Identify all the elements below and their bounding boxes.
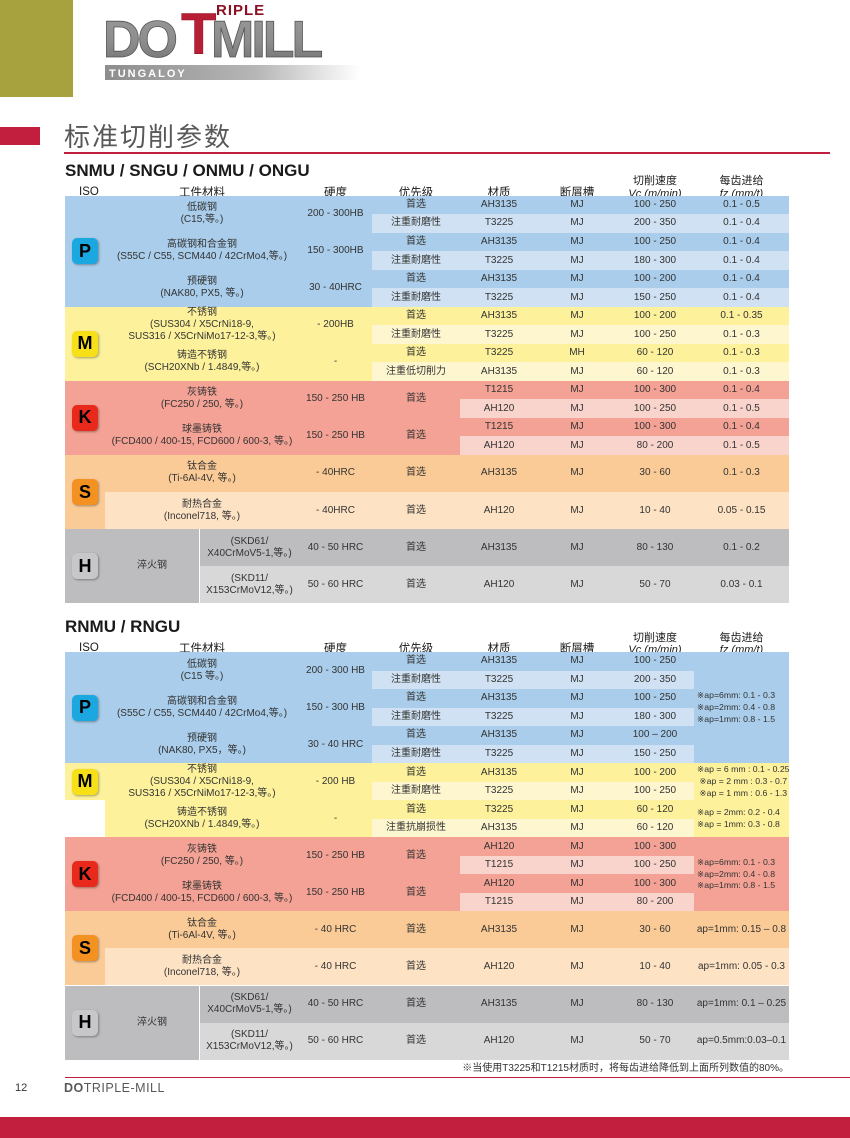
svg-text:T: T	[181, 2, 216, 67]
svg-text:DO: DO	[103, 11, 177, 69]
svg-text:TUNGALOY: TUNGALOY	[109, 68, 187, 80]
svg-text:MILL: MILL	[211, 11, 323, 69]
svg-text:RIPLE: RIPLE	[216, 2, 265, 19]
